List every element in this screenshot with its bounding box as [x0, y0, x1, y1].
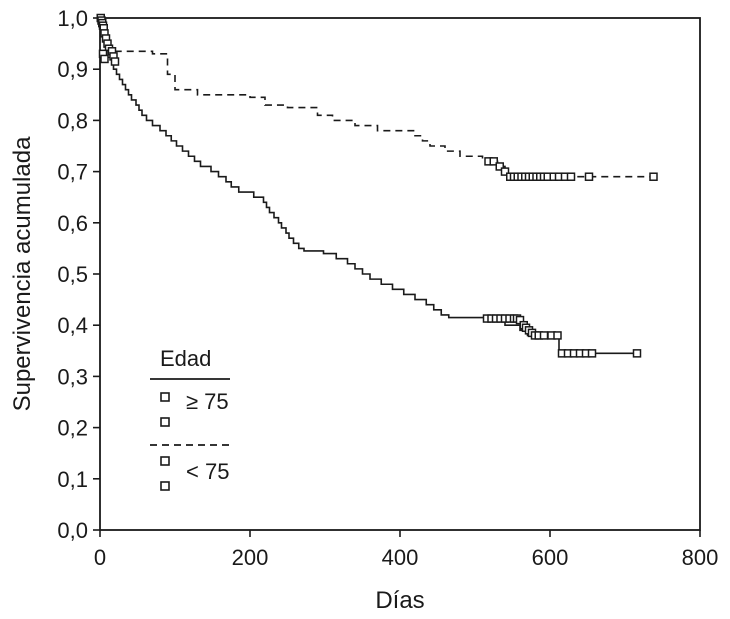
y-tick-label: 0,7: [57, 160, 88, 185]
censor-marker: [100, 54, 109, 64]
y-tick-label: 0,2: [57, 416, 88, 441]
legend-marker-2a: [160, 456, 170, 466]
y-tick-label: 0,6: [57, 211, 88, 236]
legend-label-lt75: < 75: [186, 459, 229, 484]
censor-marker: [649, 172, 658, 181]
y-axis-title: Supervivencia acumulada: [9, 136, 36, 411]
legend-marker-1b: [160, 417, 170, 427]
censor-marker: [632, 349, 642, 358]
plot-frame: [99, 17, 701, 531]
y-tick-label: 0,1: [57, 467, 88, 492]
censor-marker: [584, 172, 594, 181]
y-tick-label: 1,0: [57, 6, 88, 31]
y-tick-label: 0,9: [57, 57, 88, 82]
y-tick-label: 0,3: [57, 364, 88, 389]
legend-marker-1a: [160, 392, 170, 402]
x-tick-label: 0: [94, 545, 106, 570]
censor-marker: [539, 331, 549, 340]
series-line-2: [100, 17, 654, 178]
x-axis-title: Días: [375, 587, 424, 614]
censor-marker: [587, 349, 597, 358]
series-layer: [96, 13, 658, 358]
axes: 0,0 0,1 0,2 0,3 0,4 0,5 0,6 0,7 0,8 0,9 1,0 0 200 400…: [9, 6, 718, 614]
y-tick-label: 0,8: [57, 108, 88, 133]
censor-marker: [110, 57, 120, 66]
series-line-1: [100, 17, 637, 355]
x-tick-label: 200: [232, 545, 269, 570]
censor-marker: [553, 331, 562, 340]
legend-title: Edad: [160, 346, 211, 371]
x-tick-label: 600: [532, 545, 569, 570]
y-tick-label: 0,5: [57, 262, 88, 287]
x-tick-label: 400: [382, 545, 419, 570]
censor-marker: [489, 157, 498, 166]
censor-marker: [500, 167, 510, 176]
y-tick-label: 0,4: [57, 313, 88, 338]
legend-label-ge75: ≥ 75: [186, 389, 229, 414]
y-tick-label: 0,0: [57, 518, 88, 543]
censor-marker: [495, 162, 504, 171]
censor-marker: [566, 172, 576, 181]
x-tick-label: 800: [682, 545, 719, 570]
legend: Edad ≥ 75 < 75: [150, 346, 232, 491]
legend-marker-2b: [160, 481, 170, 491]
